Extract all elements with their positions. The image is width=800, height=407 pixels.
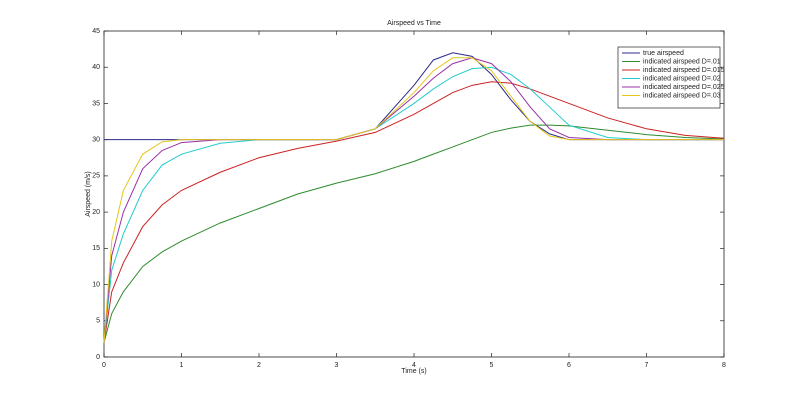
y-tick-label: 30 [92,137,100,144]
y-tick-label: 15 [92,245,100,252]
y-tick-label: 45 [92,28,100,35]
x-axis-label: Time (s) [401,368,426,375]
y-tick-label: 20 [92,209,100,216]
legend-label: indicated airspeed D=.02 [643,75,721,82]
chart-title: Airspeed vs Time [387,20,441,27]
y-tick-label: 25 [92,173,100,180]
series-line [103,81,725,343]
x-tick-label: 0 [102,362,106,369]
y-tick-label: 0 [96,354,100,361]
x-tick-label: 3 [335,362,339,369]
x-tick-label: 8 [722,362,726,369]
series-line [103,57,724,343]
legend-label: indicated airspeed D=.01 [643,58,721,65]
series-line [103,57,724,343]
legend-label: true airspeed [643,50,684,57]
legend-label: indicated airspeed D=.03 [643,92,721,99]
y-tick-label: 10 [92,281,100,288]
y-tick-label: 35 [92,100,100,107]
legend-box [617,46,721,109]
x-tick-label: 1 [180,362,184,369]
y-tick-label: 5 [96,318,100,325]
y-axis-label: Airspeed (m/s) [85,171,92,217]
legend-label: indicated airspeed D=.025 [643,84,725,91]
x-tick-label: 4 [412,362,416,369]
series-line [103,66,724,343]
legend-label: indicated airspeed D=.015 [643,67,725,74]
x-tick-label: 2 [257,362,261,369]
y-tick-label: 40 [92,64,100,71]
x-tick-label: 5 [490,362,494,369]
series-line [103,124,725,343]
x-tick-label: 6 [567,362,571,369]
x-tick-label: 7 [645,362,649,369]
